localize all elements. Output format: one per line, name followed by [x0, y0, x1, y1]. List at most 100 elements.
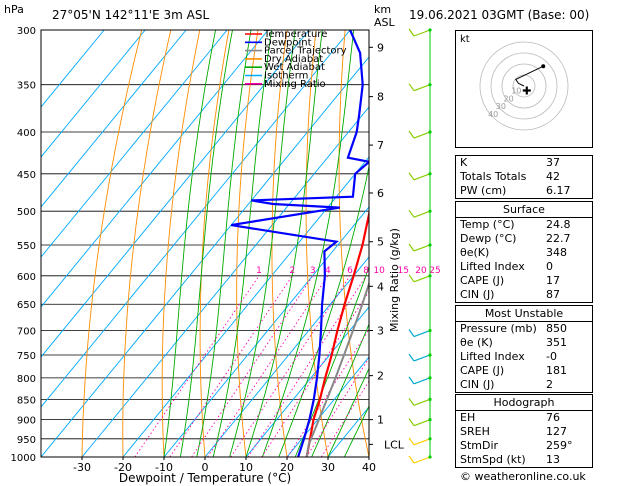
row-value: 351: [546, 336, 567, 349]
row-value: 0: [546, 260, 553, 273]
table-row: StmDir 259°: [456, 439, 592, 453]
x-tick-label: 20: [280, 461, 294, 474]
row-value: 87: [546, 288, 560, 301]
wind-barb-flag: [408, 243, 415, 252]
wet-adiabat: [196, 30, 252, 457]
km-tick-label: 8: [377, 91, 384, 104]
table-row: StmSpd (kt) 13: [456, 453, 592, 467]
series-line-temperature: [305, 209, 369, 457]
wind-barb-flag: [408, 353, 415, 362]
row-value: 24.8: [546, 218, 571, 231]
km-tick-label: 1: [377, 414, 384, 427]
wind-barb: [413, 244, 431, 252]
row-label: Pressure (mb): [460, 322, 537, 335]
mixing-ratio-line: [247, 275, 367, 457]
wind-barb-flag: [408, 130, 415, 139]
table-row: Dewp (°C) 22.7: [456, 232, 592, 246]
km-tick-label: 6: [377, 187, 384, 200]
wind-barb-dot: [428, 83, 432, 87]
table-row: EH 76: [456, 411, 592, 425]
wind-barb: [413, 173, 431, 181]
mixing-ratio-line: [169, 275, 293, 457]
km-tick-label: 9: [377, 41, 384, 54]
wet-adiabat: [278, 163, 369, 457]
table-row: θe (K) 351: [456, 336, 592, 350]
row-label: Lifted Index: [460, 260, 525, 273]
surface-title: Surface: [456, 202, 592, 218]
row-label: Totals Totals: [460, 170, 527, 183]
row-label: CAPE (J): [460, 364, 505, 377]
hodo-ring: [479, 41, 569, 131]
wind-barb-dot: [428, 328, 432, 333]
row-value: 37: [546, 156, 560, 169]
row-value: 42: [546, 170, 560, 183]
wind-barb-flag: [408, 455, 415, 464]
row-value: 2: [546, 378, 553, 391]
wind-barb: [413, 84, 431, 92]
x-tick-label: -10: [155, 461, 173, 474]
dry-adiabat: [607, 30, 629, 457]
row-label: K: [460, 156, 468, 169]
pressure-tick-label: 400: [17, 128, 36, 139]
pressure-unit-label: hPa: [4, 3, 24, 16]
km-tick-label: 2: [377, 370, 384, 383]
isotherm: [41, 30, 269, 308]
table-row: Temp (°C) 24.8: [456, 218, 592, 232]
isotherm: [81, 106, 369, 457]
row-value: 76: [546, 411, 560, 424]
wind-barb-flag: [408, 274, 415, 283]
wind-barb-dot: [428, 437, 432, 441]
datetime-title: 19.06.2021 03GMT (Base: 00): [409, 8, 590, 22]
footer-credit: © weatheronline.co.uk: [460, 470, 586, 483]
km-tick-label: 3: [377, 325, 384, 338]
wind-barb-flag: [408, 209, 415, 218]
legend-entry: Mixing Ratio: [264, 79, 326, 90]
mixing-ratio-label: 8: [363, 266, 369, 276]
row-value: 850: [546, 322, 567, 335]
pressure-tick-label: 850: [17, 395, 36, 406]
row-label: StmDir: [460, 439, 499, 452]
asl-label: ASL: [374, 16, 396, 29]
dry-adiabat: [199, 30, 230, 457]
table-row: PW (cm) 6.17: [456, 184, 592, 198]
wind-barb-flag: [408, 28, 415, 37]
wind-barb: [413, 419, 431, 427]
km-tick-label: 5: [377, 236, 384, 249]
wind-barb-dot: [428, 130, 432, 134]
wet-adiabat: [294, 265, 369, 457]
wind-barb-dot: [428, 172, 432, 176]
wind-barb-dot: [428, 418, 432, 422]
isotherm: [122, 156, 369, 457]
wind-barb-dot: [428, 397, 432, 401]
isotherm: [245, 306, 369, 457]
wet-adiabat: [261, 30, 355, 457]
mixing-ratio-label: 1: [256, 266, 262, 276]
hodograph-table-title: Hodograph: [456, 395, 592, 411]
wet-adiabat: [327, 367, 369, 457]
hodograph-panel: kt 10 20 30 40 ✚: [455, 30, 593, 148]
mixing-ratio-axis-label: Mixing Ratio (g/kg): [388, 228, 401, 332]
series-line-dewpoint: [231, 30, 369, 457]
row-label: Lifted Index: [460, 350, 525, 363]
hodo-ring: [501, 63, 547, 109]
row-label: CAPE (J): [460, 274, 505, 287]
pressure-tick-label: 750: [17, 351, 36, 362]
hodo-ring: [490, 52, 558, 120]
mixing-ratio-label: 6: [347, 266, 353, 276]
x-tick-label: 40: [362, 461, 376, 474]
plot-frame: [40, 29, 370, 458]
surface-table: Surface Temp (°C) 24.8 Dewp (°C) 22.7 θe(K) 3…: [455, 201, 593, 303]
km-label: km: [374, 3, 391, 16]
most-unstable-title: Most Unstable: [456, 306, 592, 322]
table-row: Pressure (mb) 850: [456, 322, 592, 336]
row-value: 348: [546, 246, 567, 259]
pressure-tick-label: 450: [17, 170, 36, 181]
row-label: Temp (°C): [460, 218, 515, 231]
x-tick-label: 0: [202, 461, 209, 474]
wind-barb-flag: [408, 329, 415, 337]
row-value: 17: [546, 274, 560, 287]
isotherm: [163, 206, 369, 457]
wind-barb-dot: [428, 455, 432, 459]
